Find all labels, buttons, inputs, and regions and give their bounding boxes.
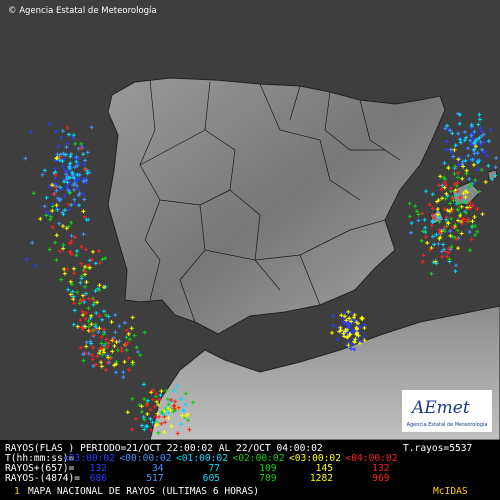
iberian-peninsula (107, 77, 446, 335)
legend-time: <03:00:02 (289, 453, 341, 464)
legend-period: RAYOS(FLAS ) PERIODO=21/OCT 22:00:02 AL … (5, 443, 323, 454)
legend-positive: 132 (90, 463, 107, 474)
legend-positive-label: RAYOS+(657)= (5, 463, 75, 474)
legend-positive: 109 (259, 463, 277, 474)
lightning-strike (24, 122, 493, 352)
legend-panel (0, 440, 500, 500)
lightning-strike (50, 126, 480, 436)
legend-total: T.rayos=5537 (403, 443, 473, 454)
legend-negative: 709 (259, 473, 277, 484)
legend-time: <00:00:02 (120, 453, 172, 464)
legend-negative: 517 (146, 473, 164, 484)
legend-time-label: T(hh:mm:ss)= (5, 453, 75, 464)
province-borders (139, 79, 401, 323)
logo-subtitle: Agencia Estatal de Meteorología (407, 421, 488, 428)
legend: RAYOS(FLAS ) PERIODO=21/OCT 22:00:02 AL … (5, 443, 473, 484)
logo-name: AEmet (410, 398, 470, 418)
legend-time: <23:00:02 (63, 453, 115, 464)
legend-positive: 34 (152, 463, 164, 474)
legend-negative: 605 (203, 473, 220, 484)
legend-time: <02:00:02 (233, 453, 285, 464)
legend-positive: 77 (208, 463, 220, 474)
footer-system: McIDAS (433, 486, 468, 497)
footer-index: 1 (14, 486, 20, 497)
footer-title: MAPA NACIONAL DE RAYOS (ULTIMAS 6 HORAS) (28, 486, 259, 497)
logo-box (402, 390, 492, 432)
logo: AEmet Agencia Estatal de Meteorología (402, 390, 492, 432)
legend-negative: 686 (90, 473, 108, 484)
legend-negative: 969 (372, 473, 390, 484)
credit: © Agencia Estatal de Meteorología (8, 6, 157, 16)
legend-time: <01:00:02 (176, 453, 228, 464)
lightning-strike (38, 144, 488, 434)
lightning-strikes (23, 111, 499, 436)
legend-negative: 1282 (310, 473, 333, 484)
legend-positive: 145 (316, 463, 333, 474)
legend-positive: 132 (372, 463, 389, 474)
legend-negative-label: RAYOS-(4874)= (5, 473, 80, 484)
legend-time: <04:00:02 (346, 453, 398, 464)
